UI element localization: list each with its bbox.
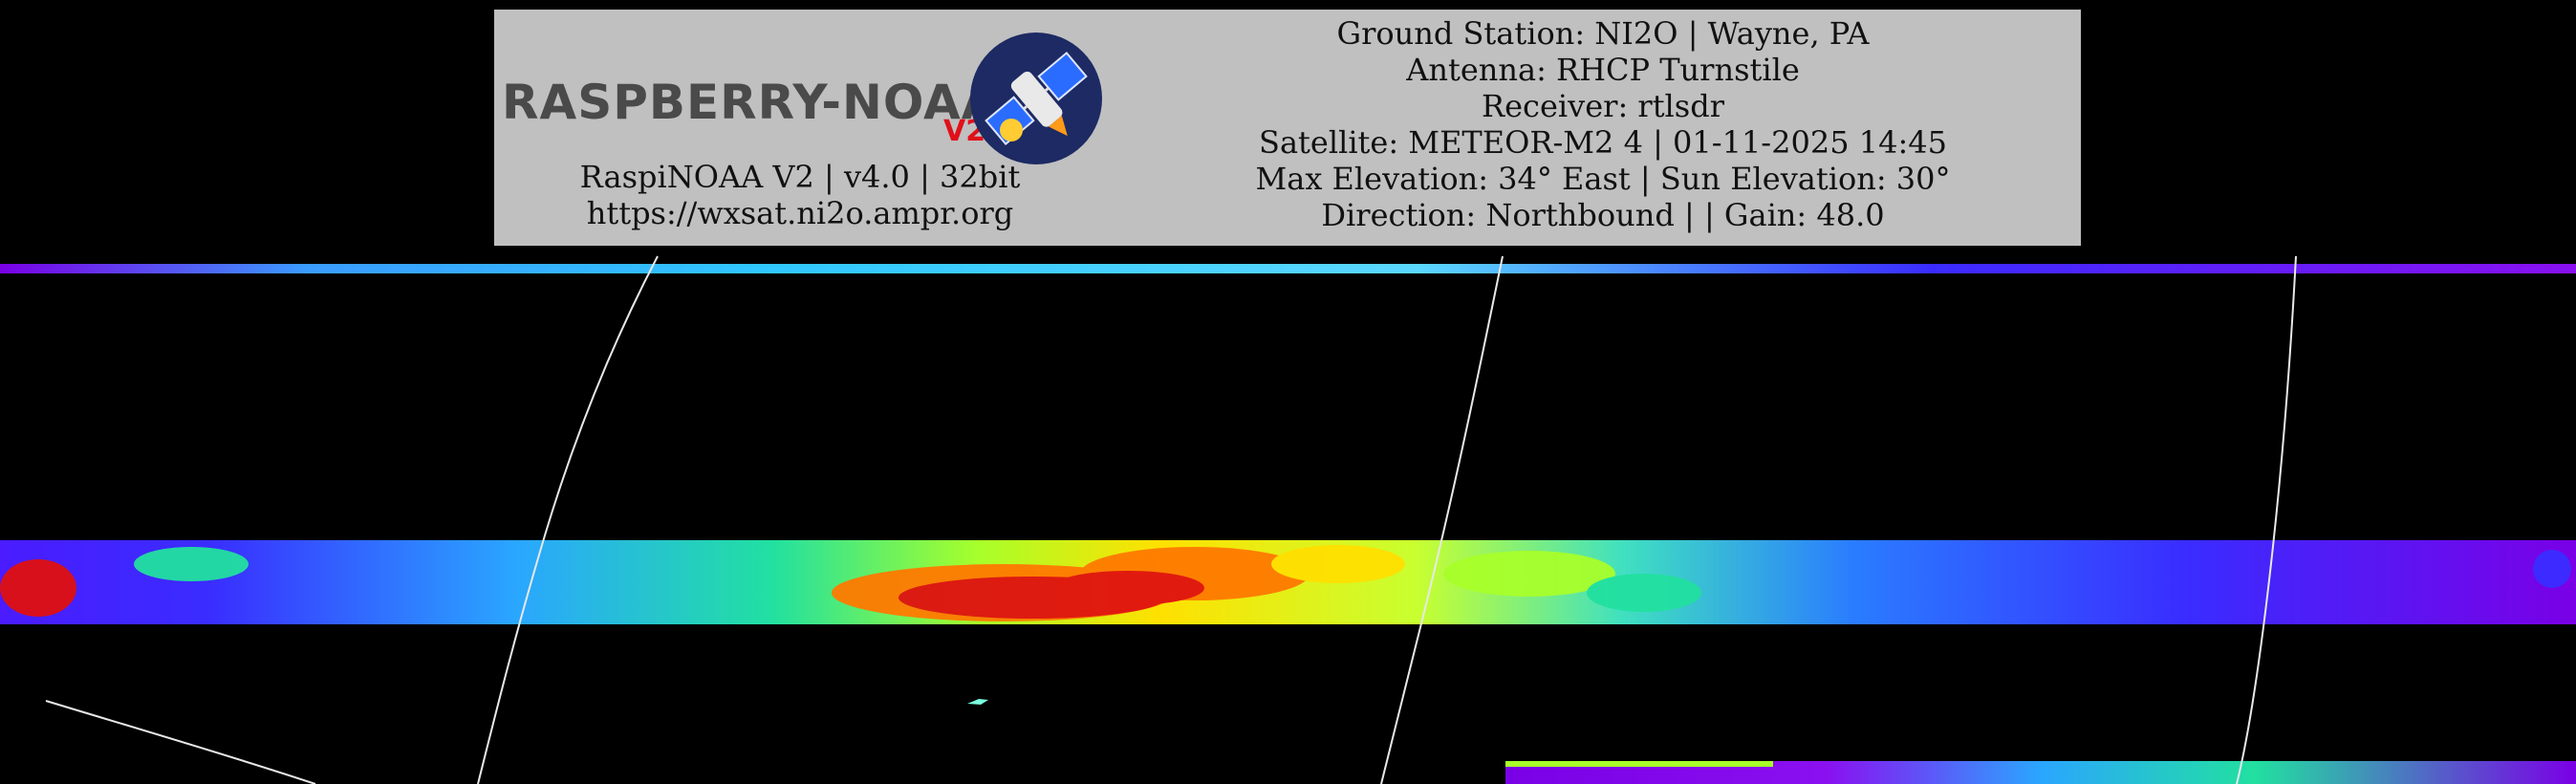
satellite-icon	[970, 33, 1102, 164]
logo-text: RASPBERRY-NOAA	[502, 75, 1000, 130]
pass-info-banner: RASPBERRY-NOAA V2 RaspiNOAA V2 | v4.0 | …	[494, 10, 2081, 246]
small-island	[967, 699, 988, 705]
station-url-text: https://wxsat.ni2o.ampr.org	[586, 195, 1014, 231]
elevation-text: Max Elevation: 34° East | Sun Elevation:…	[1255, 161, 1951, 197]
ground-station-text: Ground Station: NI2O | Wayne, PA	[1336, 15, 1870, 52]
receiver-text: Receiver: rtlsdr	[1482, 88, 1724, 124]
antenna-text: Antenna: RHCP Turnstile	[1406, 52, 1800, 88]
pass-details: Ground Station: NI2O | Wayne, PA Antenna…	[1163, 15, 2043, 233]
cloud-mass	[0, 545, 2571, 621]
satellite-text: Satellite: METEOR-M2 4 | 01-11-2025 14:4…	[1259, 124, 1947, 161]
direction-gain-text: Direction: Northbound | | Gain: 48.0	[1321, 197, 1885, 233]
software-version-text: RaspiNOAA V2 | v4.0 | 32bit	[579, 159, 1021, 195]
raspberry-noaa-logo: RASPBERRY-NOAA V2	[502, 19, 1102, 172]
imagery-strip-top	[0, 264, 2576, 273]
map-overlay-lines	[45, 255, 2297, 784]
